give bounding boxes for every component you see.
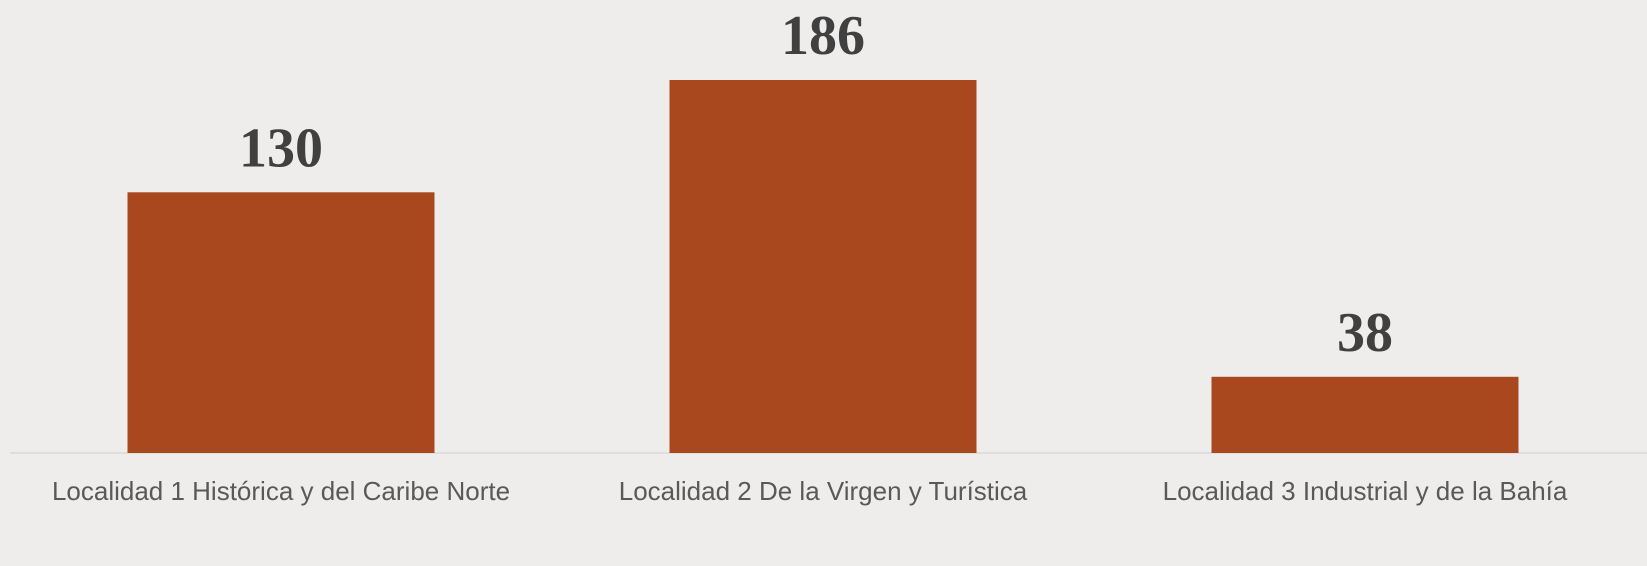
bar bbox=[669, 80, 977, 453]
x-tick-label: Localidad 2 De la Virgen y Turística bbox=[618, 476, 1028, 506]
value-label: 38 bbox=[1337, 302, 1393, 364]
bar bbox=[127, 192, 435, 453]
value-label: 186 bbox=[781, 5, 865, 67]
x-tick-label: Localidad 1 Histórica y del Caribe Norte bbox=[51, 476, 511, 506]
x-tick-label: Localidad 3 Industrial y de la Bahía bbox=[1162, 476, 1568, 506]
bar bbox=[1211, 376, 1519, 453]
value-label: 130 bbox=[239, 117, 323, 179]
